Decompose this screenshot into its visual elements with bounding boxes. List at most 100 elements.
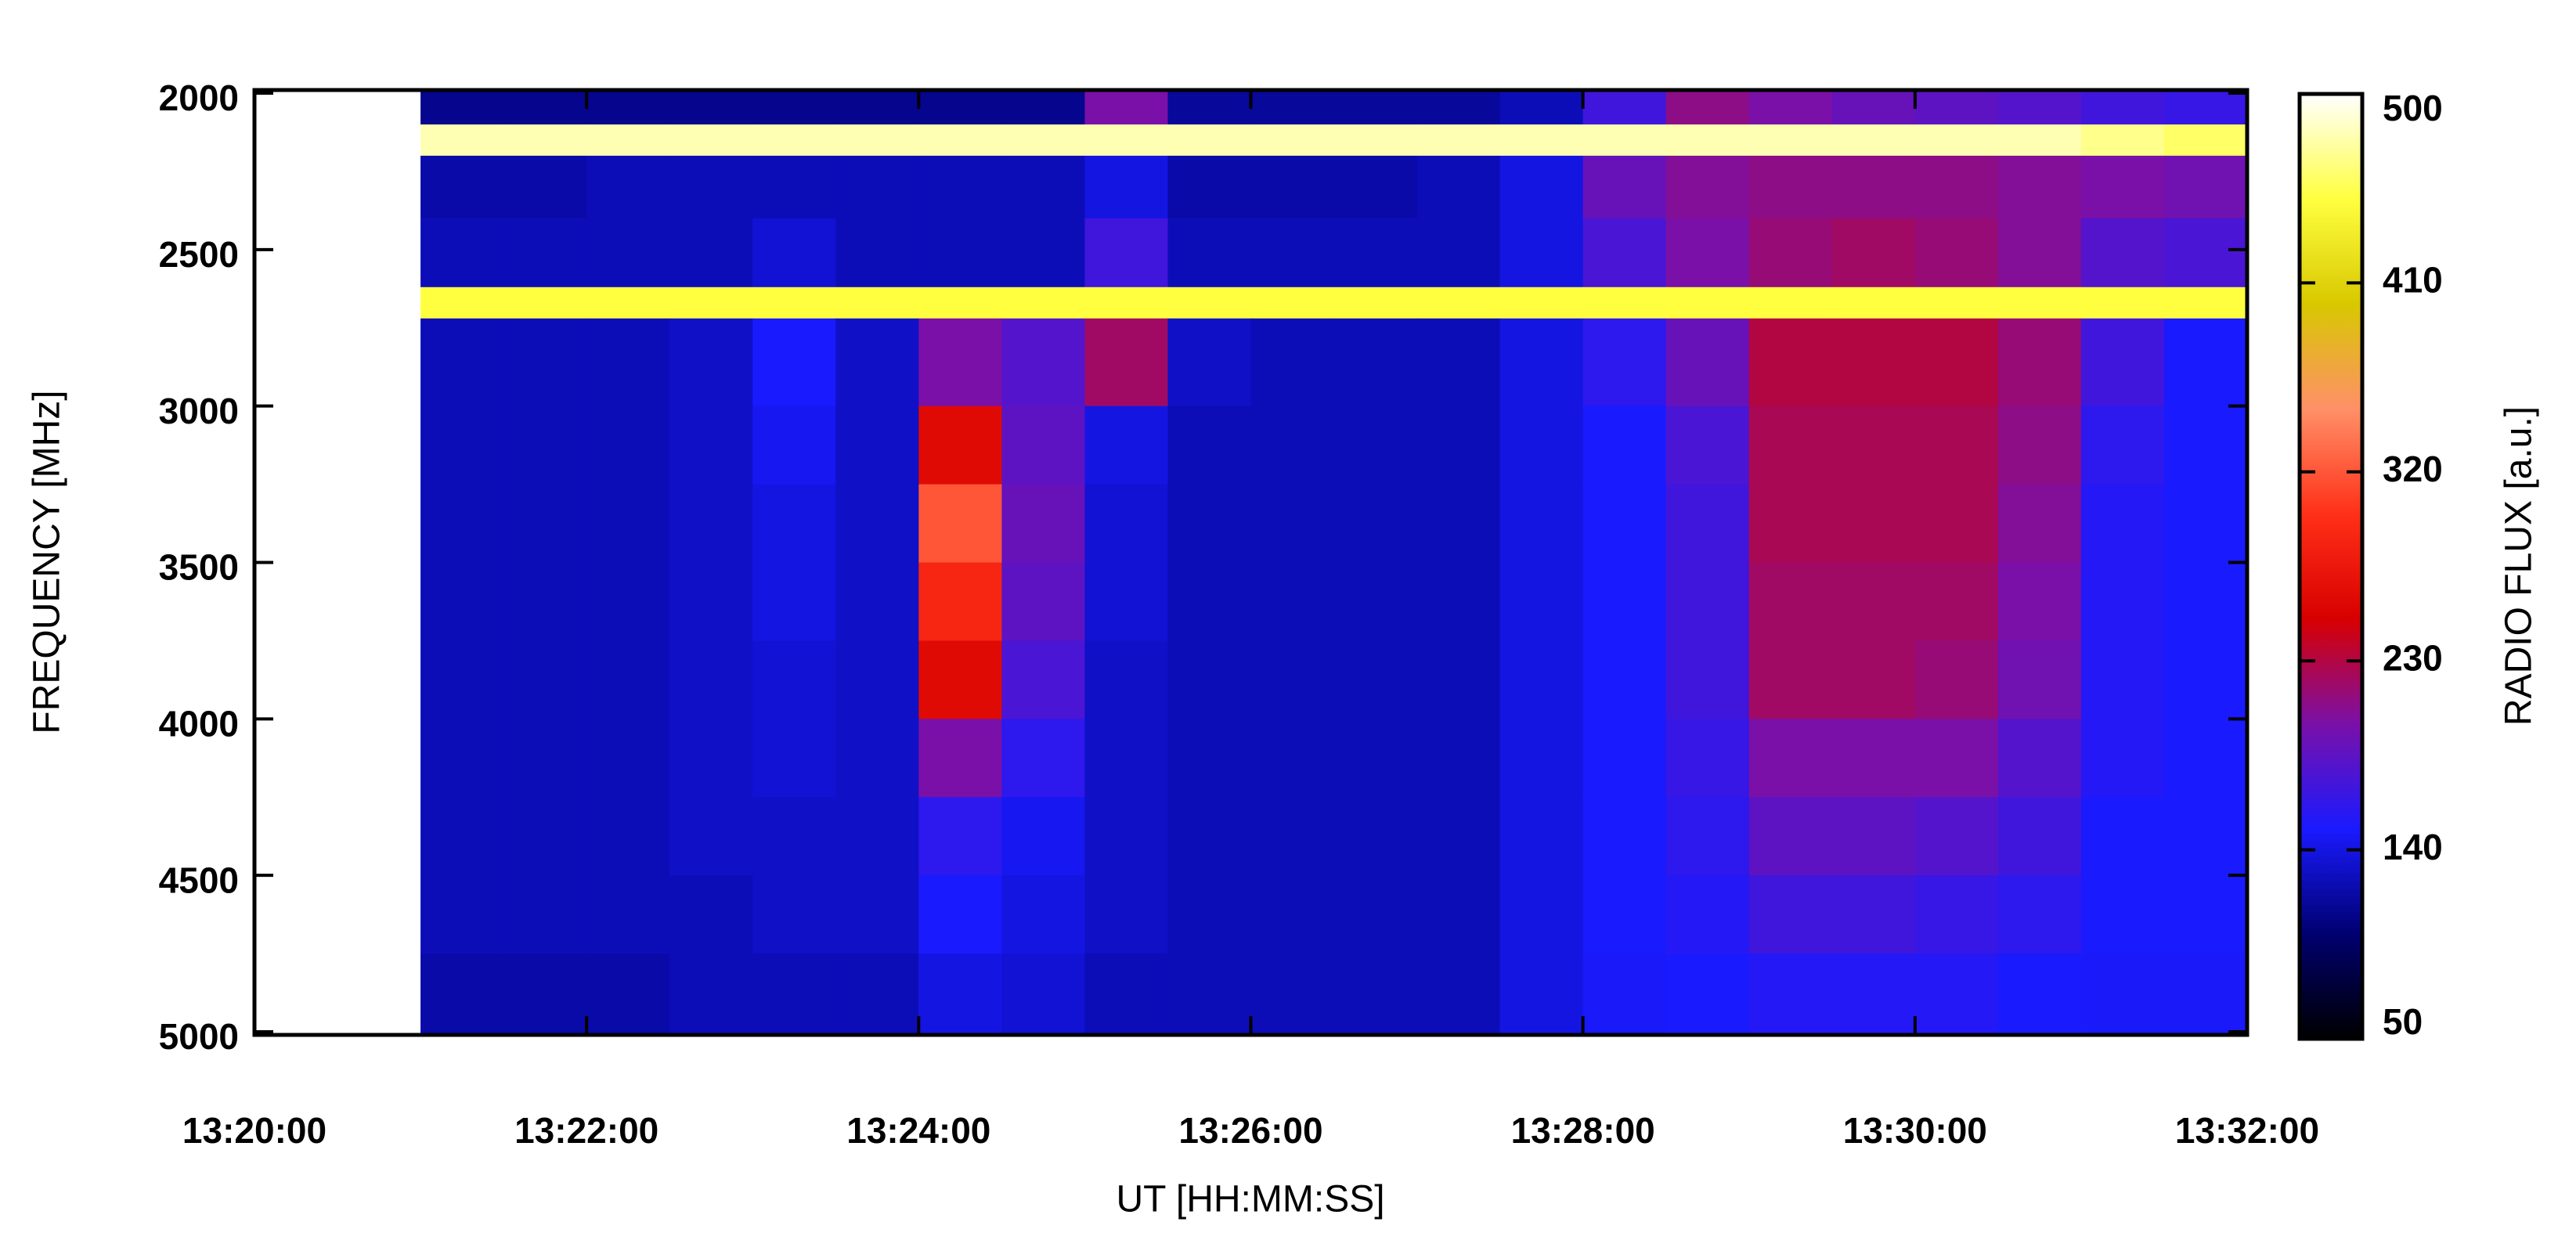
x-tick-label: 13:20:00 [182, 1110, 327, 1151]
heat-cell [586, 406, 670, 485]
heat-cell [1499, 562, 1584, 641]
heat-cell [503, 218, 587, 288]
heat-cell [2163, 218, 2247, 288]
heat-cell [2080, 562, 2165, 641]
heat-cell [1416, 124, 1501, 157]
heat-cell [2163, 562, 2247, 641]
heat-cell [1499, 484, 1584, 563]
heat-cell [1831, 218, 1916, 288]
heat-cell [2080, 90, 2165, 125]
heat-cell [1167, 218, 1251, 288]
y-tick-label: 3000 [159, 391, 239, 431]
heat-cell [1499, 155, 1584, 219]
heat-cell [1997, 218, 2082, 288]
heat-cell [503, 406, 587, 485]
heat-cell [2080, 719, 2165, 798]
heat-cell [1665, 406, 1750, 485]
heat-cell [1914, 953, 1999, 1035]
heat-cell [420, 640, 504, 719]
heat-cell [2163, 124, 2247, 157]
heat-cell [254, 406, 338, 485]
heat-cell [1831, 640, 1916, 719]
heat-cell [503, 875, 587, 954]
heat-cell [1582, 155, 1667, 219]
heat-cell [337, 318, 421, 407]
heat-cell [2080, 155, 2165, 219]
heat-cell [254, 218, 338, 288]
heat-cell [1333, 953, 1418, 1035]
heat-cell [835, 90, 919, 125]
heat-cell [1665, 218, 1750, 288]
heat-cell [254, 287, 338, 319]
heat-cell [1084, 797, 1168, 876]
heat-cell [835, 797, 919, 876]
heat-cell [1997, 484, 2082, 563]
heat-cell [2163, 797, 2247, 876]
heat-cell [420, 953, 504, 1035]
heat-cell [337, 484, 421, 563]
heat-cell [1997, 90, 2082, 125]
heat-cell [1748, 953, 1833, 1035]
heat-cell [1665, 90, 1750, 125]
heat-cell [1084, 640, 1168, 719]
heat-cell [669, 484, 753, 563]
heat-cell [1997, 318, 2082, 407]
heat-cell [2080, 287, 2165, 319]
heat-cell [752, 953, 836, 1035]
y-tick-label: 3500 [159, 547, 239, 588]
heat-cell [835, 406, 919, 485]
heat-cell [1001, 318, 1085, 407]
heat-cell [1416, 90, 1501, 125]
heat-cell [1167, 797, 1251, 876]
heat-cell [1250, 562, 1335, 641]
heat-cell [503, 640, 587, 719]
heat-cell [420, 484, 504, 563]
heat-cell [1914, 640, 1999, 719]
heat-cell [752, 797, 836, 876]
heat-cell [835, 124, 919, 157]
heat-cell [1997, 875, 2082, 954]
heat-cell [1499, 287, 1584, 319]
heat-cell [669, 406, 753, 485]
heat-cell [1001, 155, 1085, 219]
heat-cell [1167, 562, 1251, 641]
heat-cell [1250, 484, 1335, 563]
heat-cell [1748, 406, 1833, 485]
heat-cell [918, 875, 1002, 954]
heat-cell [1416, 287, 1501, 319]
heat-cell [1748, 155, 1833, 219]
heat-cell [1582, 875, 1667, 954]
heat-cell [2163, 90, 2247, 125]
heat-cell [503, 797, 587, 876]
y-tick-label: 5000 [159, 1016, 239, 1057]
heat-cell [2080, 124, 2165, 157]
colorbar-tick-label: 50 [2383, 1001, 2423, 1042]
heat-cell [1914, 155, 1999, 219]
heat-cell [1582, 124, 1667, 157]
heat-cell [1416, 875, 1501, 954]
heat-cell [669, 719, 753, 798]
heat-cell [1001, 719, 1085, 798]
heat-cell [1665, 155, 1750, 219]
heat-cell [1333, 640, 1418, 719]
heat-cell [1084, 562, 1168, 641]
heat-cell [918, 484, 1002, 563]
x-tick-label: 13:30:00 [1843, 1110, 1987, 1151]
heat-cell [1665, 287, 1750, 319]
heat-cell [1333, 719, 1418, 798]
heat-cell [918, 406, 1002, 485]
heat-cell [503, 287, 587, 319]
heat-cell [752, 124, 836, 157]
heat-cell [1333, 875, 1418, 954]
heat-cell [1582, 287, 1667, 319]
heat-cell [586, 318, 670, 407]
heat-cell [337, 155, 421, 219]
heat-cell [420, 155, 504, 219]
heat-cell [254, 318, 338, 407]
heat-cell [337, 562, 421, 641]
heat-cell [1167, 484, 1251, 563]
heat-cell [1416, 484, 1501, 563]
heat-cell [337, 406, 421, 485]
heat-cell [2080, 797, 2165, 876]
heat-cell [1748, 719, 1833, 798]
